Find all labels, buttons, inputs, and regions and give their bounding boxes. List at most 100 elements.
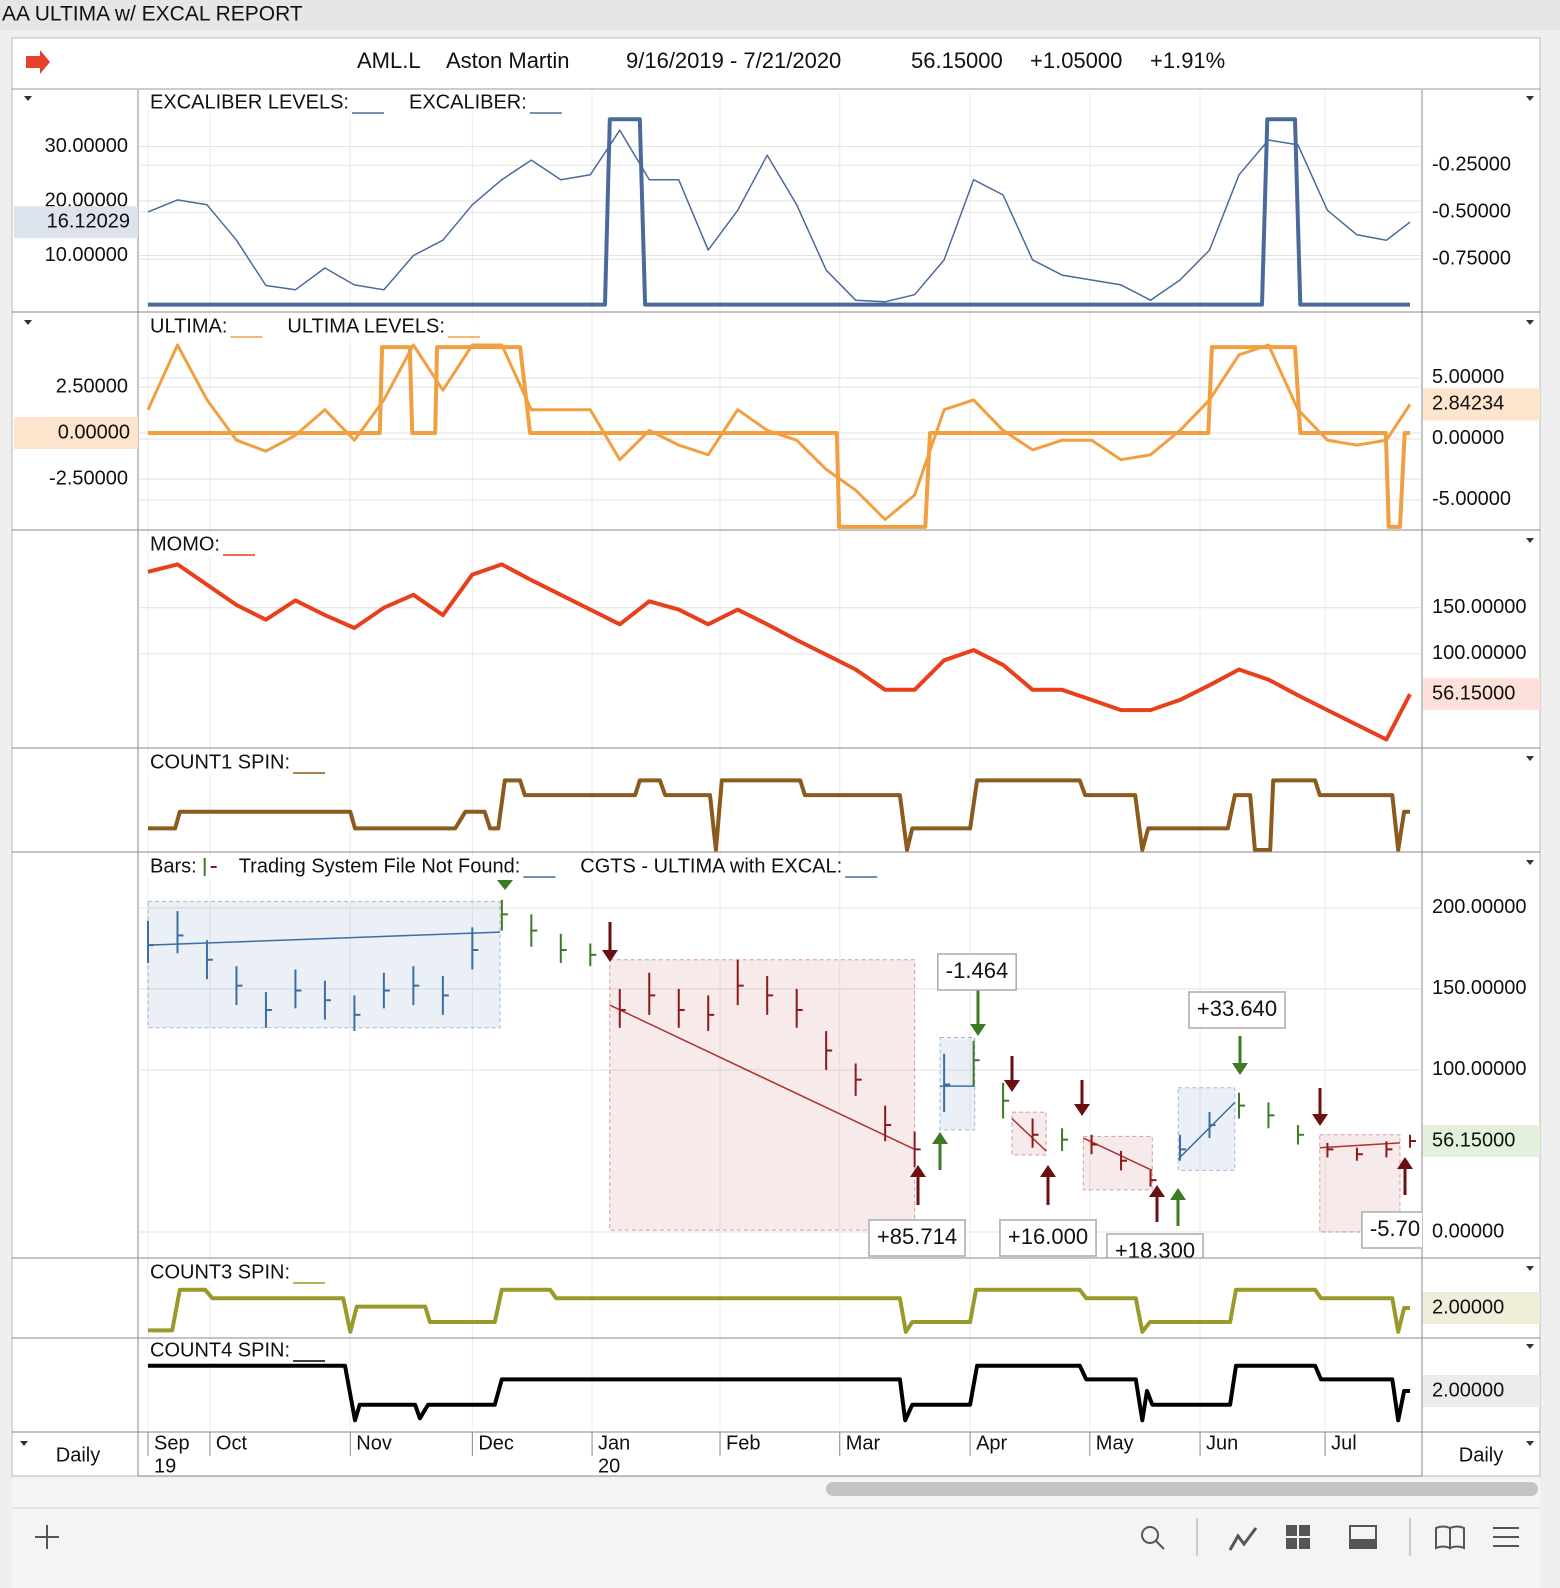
legend-bg bbox=[148, 316, 266, 338]
layout-button bbox=[1286, 1538, 1297, 1549]
legend-label: COUNT4 SPIN: bbox=[150, 1339, 290, 1361]
month-label: Feb bbox=[726, 1432, 760, 1454]
legend-label: EXCALIBER: bbox=[409, 91, 527, 113]
legend-bg bbox=[148, 1262, 329, 1284]
last-price: 56.15000 bbox=[911, 48, 1003, 73]
panel-menu[interactable] bbox=[1526, 756, 1534, 761]
legend-bg bbox=[285, 316, 483, 338]
search-button[interactable] bbox=[1141, 1526, 1159, 1544]
annotation-text: +16.000 bbox=[1008, 1224, 1088, 1249]
legend-bg bbox=[406, 92, 565, 114]
legend-bg bbox=[236, 856, 559, 878]
legend-label: CGTS - ULTIMA with EXCAL: bbox=[580, 855, 842, 877]
annotation-box bbox=[1188, 991, 1286, 1029]
trade-trend bbox=[609, 1004, 915, 1151]
y-tick-label: -0.50000 bbox=[1432, 201, 1511, 223]
search-handle bbox=[1155, 1540, 1165, 1550]
layout-button bbox=[1299, 1538, 1310, 1549]
y-tick-label: -0.75000 bbox=[1432, 248, 1511, 270]
annotation-text: +85.714 bbox=[877, 1224, 957, 1249]
panel-menu[interactable] bbox=[1526, 96, 1534, 101]
series-line bbox=[147, 129, 1411, 303]
y-tick-label: 100.00000 bbox=[1432, 1058, 1527, 1080]
title-bar bbox=[0, 0, 1560, 30]
percent-change: +1.91% bbox=[1150, 48, 1225, 73]
period-left[interactable]: Daily bbox=[56, 1444, 100, 1466]
legend-bg bbox=[148, 1340, 329, 1362]
signal-arrow-head bbox=[1040, 1165, 1056, 1177]
date-range: 9/16/2019 - 7/21/2020 bbox=[626, 48, 841, 73]
panel-menu[interactable] bbox=[1526, 1344, 1534, 1349]
toolbar-divider bbox=[1196, 1518, 1411, 1556]
year-label: 19 bbox=[154, 1455, 176, 1477]
period-menu[interactable] bbox=[20, 1441, 28, 1446]
signal-arrow-head bbox=[910, 1165, 926, 1177]
signal-arrow-head bbox=[1397, 1157, 1413, 1169]
period-right[interactable]: Daily bbox=[1459, 1444, 1503, 1466]
panel-menu[interactable] bbox=[24, 320, 32, 325]
signal-arrow-head bbox=[932, 1132, 948, 1144]
panel-menu[interactable] bbox=[24, 96, 32, 101]
chart-button[interactable] bbox=[1228, 1527, 1258, 1551]
link-arrow[interactable] bbox=[26, 50, 50, 74]
signal-arrow-head bbox=[602, 950, 618, 962]
month-label: May bbox=[1096, 1432, 1134, 1454]
y-tick-label: -0.25000 bbox=[1432, 154, 1511, 176]
value-tag-label: 2.84234 bbox=[1432, 393, 1504, 415]
trade-trend bbox=[1011, 1118, 1047, 1152]
footer bbox=[12, 1478, 1540, 1588]
legend-label: COUNT1 SPIN: bbox=[150, 751, 290, 773]
year-label: 20 bbox=[598, 1455, 620, 1477]
panel-menu[interactable] bbox=[1526, 860, 1534, 865]
value-tag bbox=[1423, 1375, 1540, 1408]
annotation-text: -5.70 bbox=[1370, 1216, 1420, 1241]
series-line bbox=[148, 1287, 1410, 1334]
trade-box bbox=[1177, 1087, 1236, 1171]
value-tag-label: 0.00000 bbox=[58, 421, 130, 443]
signal-arrow-head bbox=[1149, 1185, 1165, 1197]
legend-label: ULTIMA LEVELS: bbox=[287, 315, 444, 337]
y-tick-label: 200.00000 bbox=[1432, 896, 1527, 918]
trade-trend bbox=[1082, 1137, 1153, 1172]
legend-label: COUNT3 SPIN: bbox=[150, 1261, 290, 1283]
panel-menu[interactable] bbox=[1526, 320, 1534, 325]
annotation-box bbox=[868, 1219, 966, 1257]
legend-label: EXCALIBER LEVELS: bbox=[150, 91, 349, 113]
period-menu[interactable] bbox=[1526, 1441, 1534, 1446]
value-tag-label: 16.12029 bbox=[47, 210, 130, 232]
month-label: Nov bbox=[356, 1432, 392, 1454]
layout-button[interactable] bbox=[1286, 1525, 1297, 1536]
signal-arrow-head bbox=[1170, 1188, 1186, 1200]
legend-bg bbox=[148, 92, 387, 114]
panel-button-fill bbox=[1349, 1539, 1377, 1549]
menu-button[interactable] bbox=[1493, 1527, 1519, 1547]
value-tag bbox=[14, 417, 138, 450]
y-tick-label: 150.00000 bbox=[1432, 596, 1527, 618]
panel-menu[interactable] bbox=[1526, 1266, 1534, 1271]
series-line bbox=[147, 562, 1412, 742]
month-label: Sep bbox=[154, 1432, 190, 1454]
value-tag bbox=[1423, 1125, 1540, 1158]
y-tick-label: 2.50000 bbox=[56, 375, 128, 397]
signal-arrow-head bbox=[1232, 1063, 1248, 1075]
value-tag bbox=[1423, 388, 1540, 421]
book-button[interactable] bbox=[1435, 1525, 1465, 1550]
y-tick-label: 0.00000 bbox=[1432, 1220, 1504, 1242]
trade-box bbox=[609, 959, 916, 1231]
annotation-text: +33.640 bbox=[1197, 996, 1277, 1021]
y-tick-label: -2.50000 bbox=[49, 467, 128, 489]
signal-marker bbox=[497, 880, 513, 890]
annotation-box bbox=[999, 1219, 1097, 1257]
month-label: Oct bbox=[216, 1432, 248, 1454]
series-line bbox=[148, 1363, 1410, 1423]
legend-bg bbox=[148, 752, 329, 774]
value-tag-label: 2.00000 bbox=[1432, 1296, 1504, 1318]
scrollbar[interactable] bbox=[826, 1482, 1538, 1496]
y-tick-label: 150.00000 bbox=[1432, 977, 1527, 999]
value-tag bbox=[1423, 678, 1540, 711]
panel-menu[interactable] bbox=[1526, 538, 1534, 543]
window-title: AA ULTIMA w/ EXCAL REPORT bbox=[2, 3, 303, 26]
add-button[interactable] bbox=[35, 1525, 59, 1549]
y-tick-label: 30.00000 bbox=[45, 135, 128, 157]
annotation-layer: -1.464 +33.640 +85.714 +16.000 +18.300 -5.70 bbox=[868, 953, 1422, 1258]
